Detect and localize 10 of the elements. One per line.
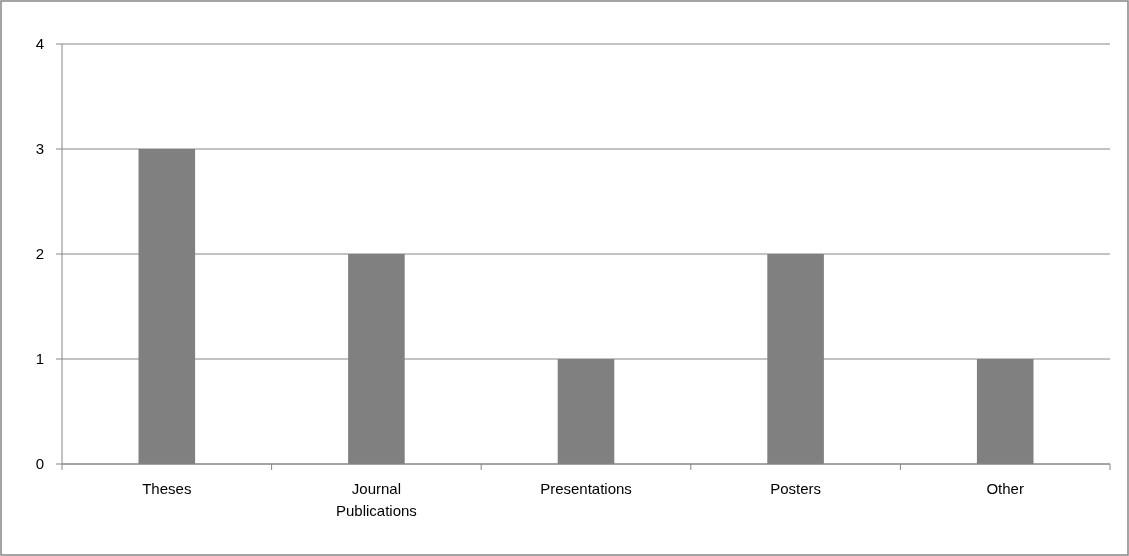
x-tick-label: Presentations [540, 480, 632, 497]
y-tick-label: 3 [35, 140, 44, 158]
y-tick-label: 2 [35, 245, 44, 263]
y-tick-label: 4 [35, 35, 44, 53]
x-tick-label: Other [986, 480, 1024, 497]
x-tick-label: Posters [770, 480, 822, 497]
y-tick-label: 1 [35, 350, 44, 368]
x-tick-label: Theses [142, 480, 192, 497]
y-tick-label: 0 [35, 455, 44, 473]
x-tick-label: Journal Publications [335, 480, 417, 519]
